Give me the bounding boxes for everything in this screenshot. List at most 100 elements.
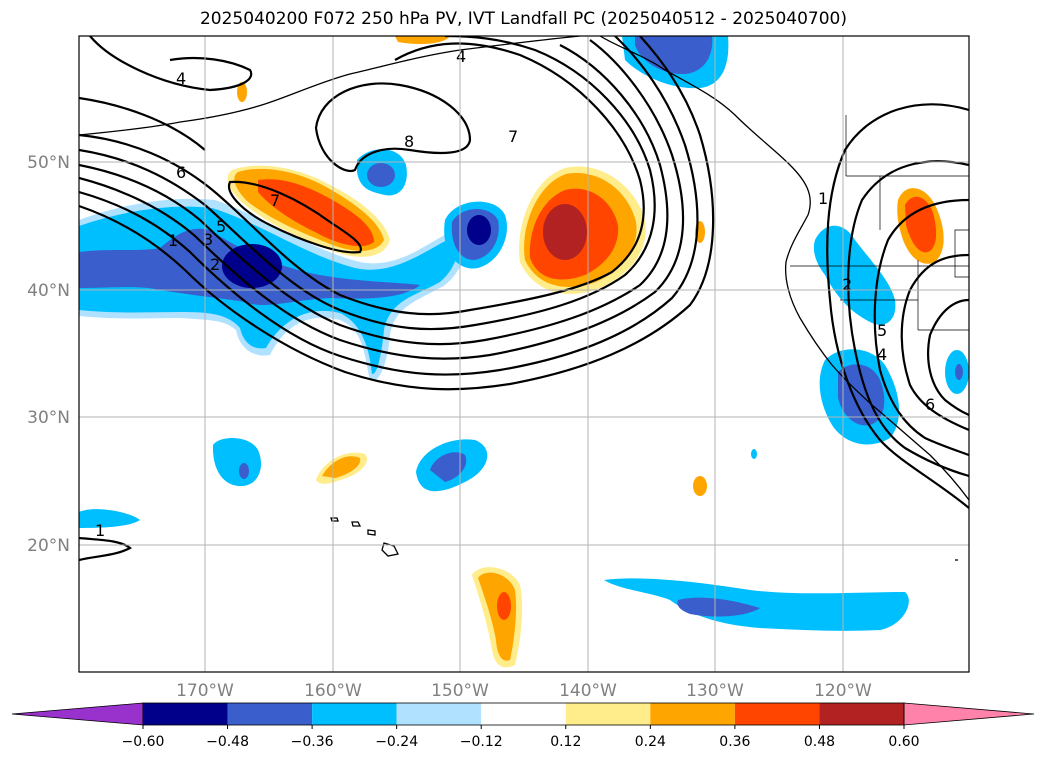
contour-label: 1 bbox=[168, 231, 178, 250]
lat-label: 30°N bbox=[27, 408, 70, 428]
pc-blob bbox=[677, 597, 760, 617]
colorbar-extension-high bbox=[903, 702, 1035, 726]
pc-blob bbox=[430, 452, 467, 482]
pc-positive-region bbox=[905, 196, 937, 253]
pc-positive-region bbox=[322, 456, 361, 478]
contour-label: 1 bbox=[818, 189, 828, 208]
colorbar-swatch bbox=[312, 703, 397, 725]
lon-label: 120°W bbox=[814, 681, 872, 701]
colorbar-tick-label: 0.24 bbox=[635, 734, 666, 750]
pv-contour-line bbox=[227, 180, 363, 254]
pc-blob bbox=[367, 163, 395, 187]
pv-contour-line bbox=[79, 36, 715, 391]
pc-positive-region bbox=[543, 204, 587, 260]
pv-contour-line bbox=[314, 82, 472, 173]
lon-label: 160°W bbox=[304, 681, 362, 701]
pv-contour-line bbox=[79, 536, 132, 562]
lat-label: 50°N bbox=[27, 153, 70, 173]
colorbar-tick-label: −0.36 bbox=[291, 734, 334, 750]
contour-label: 1 bbox=[95, 521, 105, 540]
colorbar-swatch bbox=[396, 703, 482, 725]
colorbar-tick-label: −0.60 bbox=[122, 734, 165, 750]
pv-contour-line bbox=[826, 103, 969, 509]
contour-label: 4 bbox=[456, 47, 466, 66]
colorbar-swatch bbox=[734, 703, 820, 725]
lon-label: 150°W bbox=[431, 681, 489, 701]
colorbar-tick-label: −0.24 bbox=[375, 734, 418, 750]
colorbar-frame bbox=[142, 702, 905, 726]
colorbar-swatch bbox=[481, 703, 566, 725]
colorbar: −0.60 −0.48 −0.36 −0.24 −0.12 0.12 0.24 0.36 0.4… bbox=[11, 702, 1035, 750]
lon-labels: 170°W 160°W 150°W 140°W 130°W 120°W bbox=[176, 681, 872, 701]
pc-positive-region bbox=[237, 82, 247, 102]
colorbar-swatch bbox=[227, 703, 313, 725]
map-title: 2025040200 F072 250 hPa PV, IVT Landfall… bbox=[199, 9, 847, 29]
contour-label: 5 bbox=[877, 321, 887, 340]
colorbar-swatch bbox=[650, 703, 735, 725]
contour-label: 4 bbox=[877, 345, 887, 364]
pc-blob bbox=[955, 364, 963, 380]
contour-label: 6 bbox=[176, 163, 186, 182]
lon-label: 140°W bbox=[559, 681, 617, 701]
map-frame bbox=[78, 35, 970, 673]
pv-contour-line bbox=[79, 42, 645, 316]
pc-positive-region bbox=[395, 36, 450, 44]
pv-contour-line bbox=[79, 39, 685, 360]
hawaii-islands bbox=[330, 517, 399, 557]
pv-contour-line bbox=[89, 36, 253, 92]
lat-label: 40°N bbox=[27, 281, 70, 301]
contour-labels: 4 4 8 7 6 7 5 3 2 1 1 2 5 4 6 1 bbox=[95, 47, 935, 540]
contour-label: 8 bbox=[404, 132, 414, 151]
contour-label: 5 bbox=[216, 217, 226, 236]
pc-blob bbox=[604, 578, 909, 631]
pc-blob bbox=[467, 215, 491, 245]
lat-labels: 50°N 40°N 30°N 20°N bbox=[27, 153, 70, 556]
contour-label: 2 bbox=[842, 275, 852, 294]
coastline bbox=[79, 36, 581, 136]
colorbar-tick-label: 0.48 bbox=[804, 734, 835, 750]
map-content: 4 4 8 7 6 7 5 3 2 1 1 2 5 4 6 1 bbox=[79, 36, 969, 672]
colorbar-extension-low bbox=[11, 702, 144, 726]
border bbox=[790, 115, 969, 331]
gridlines bbox=[79, 36, 969, 672]
contour-label: 4 bbox=[176, 69, 186, 88]
political-borders bbox=[790, 115, 969, 331]
pc-blob bbox=[751, 449, 757, 459]
coastlines bbox=[79, 36, 969, 561]
pv-contour-line bbox=[873, 198, 969, 457]
pc-blob bbox=[635, 36, 713, 75]
lon-label: 170°W bbox=[176, 681, 234, 701]
coastline bbox=[599, 36, 811, 216]
contour-label: 2 bbox=[210, 255, 220, 274]
contour-label: 7 bbox=[508, 127, 518, 146]
colorbar-swatch bbox=[143, 703, 228, 725]
pv-contour-line bbox=[79, 96, 206, 151]
contour-label: 3 bbox=[203, 230, 213, 249]
pv-contour-line bbox=[79, 36, 656, 331]
pv-contour-line bbox=[847, 160, 969, 478]
pv-contours bbox=[79, 36, 969, 562]
contour-label: 7 bbox=[270, 191, 280, 210]
pv-contour-line bbox=[927, 298, 969, 417]
colorbar-swatch bbox=[819, 703, 904, 725]
colorbar-swatch bbox=[565, 703, 651, 725]
lon-label: 130°W bbox=[686, 681, 744, 701]
colorbar-tick-label: −0.12 bbox=[460, 734, 503, 750]
pc-blob bbox=[239, 463, 249, 479]
colorbar-tick-label: −0.48 bbox=[206, 734, 249, 750]
pv-contour-line bbox=[79, 44, 669, 346]
colorbar-tick-label: 0.36 bbox=[719, 734, 750, 750]
pc-blob bbox=[212, 438, 262, 487]
lat-label: 20°N bbox=[27, 536, 70, 556]
map-panel bbox=[79, 36, 969, 672]
coastline bbox=[784, 214, 969, 501]
pv-contour-line bbox=[79, 36, 699, 376]
colorbar-tick-label: 0.12 bbox=[550, 734, 581, 750]
colorbar-tick-label: 0.60 bbox=[888, 734, 919, 750]
pc-blob bbox=[79, 509, 140, 528]
pc-positive-region bbox=[497, 592, 511, 620]
pc-positive-region bbox=[693, 476, 707, 496]
pv-contour-line bbox=[900, 253, 969, 432]
contour-label: 6 bbox=[925, 395, 935, 414]
